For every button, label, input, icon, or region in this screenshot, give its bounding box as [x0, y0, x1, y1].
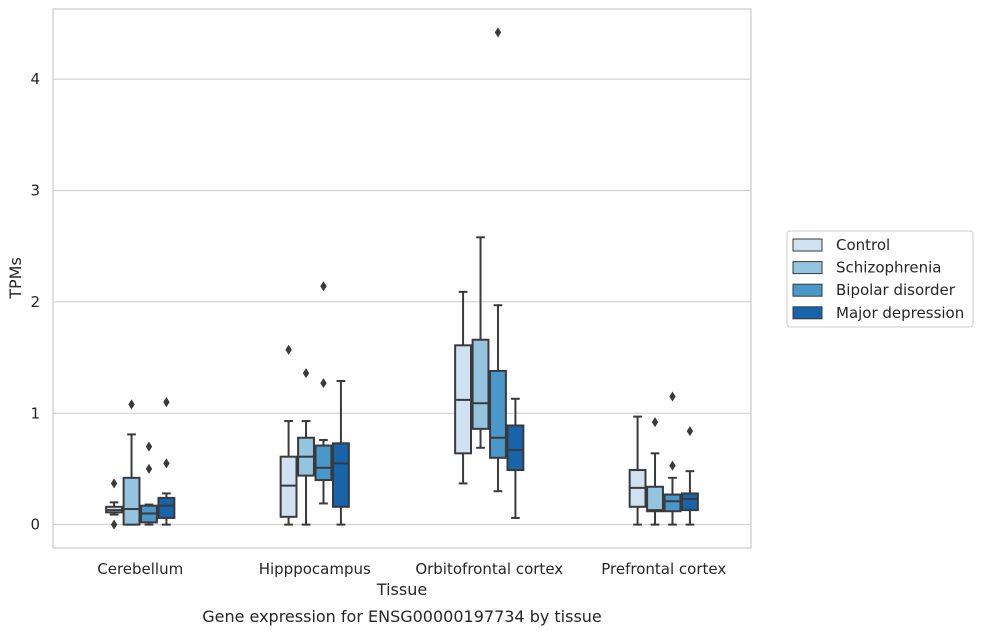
legend-swatch	[792, 261, 823, 275]
legend-item: Major depression	[792, 304, 964, 322]
boxes	[105, 27, 699, 530]
box-iqr	[332, 442, 350, 508]
outlier-point	[302, 368, 310, 379]
box	[297, 368, 315, 526]
box-iqr	[279, 455, 298, 518]
box-iqr	[663, 493, 682, 513]
y-axis-title: TPMs	[6, 257, 25, 300]
box-iqr	[506, 424, 525, 472]
box	[646, 417, 664, 526]
box-iqr	[681, 492, 699, 512]
legend-item: Schizophrenia	[792, 259, 941, 277]
legend-item: Bipolar disorder	[792, 281, 956, 299]
box	[454, 290, 472, 485]
box	[471, 236, 490, 449]
box	[628, 415, 647, 526]
x-axis-title: Tissue	[376, 580, 427, 599]
legend-item: Control	[792, 236, 890, 254]
x-tick-label: Cerebellum	[97, 560, 183, 578]
legend: Control Schizophrenia Bipolar disorder Majo…	[786, 230, 974, 328]
box-iqr	[646, 485, 664, 513]
x-tick-labels: Cerebellum Hipppocampus Orbitofrontal cort…	[97, 560, 726, 578]
legend-swatch	[792, 306, 823, 320]
outlier-point	[320, 378, 327, 389]
outlier-point	[128, 399, 135, 410]
legend-swatch	[792, 283, 823, 297]
y-tick-label: 1	[30, 404, 40, 422]
outlier-point	[163, 458, 170, 469]
x-tick-label: Hipppocampus	[259, 560, 371, 578]
outlier-point	[110, 519, 118, 530]
box	[140, 441, 158, 526]
legend-swatch	[792, 238, 823, 252]
y-tick-label: 3	[30, 182, 40, 200]
y-tick-label: 0	[30, 516, 40, 534]
outlier-point	[494, 27, 502, 38]
box	[489, 27, 507, 493]
x-tick-label: Prefrontal cortex	[601, 560, 726, 578]
box	[122, 399, 141, 526]
outlier-point	[686, 426, 694, 437]
box-iqr	[157, 496, 176, 519]
box	[332, 379, 350, 526]
legend-frame	[786, 230, 974, 328]
box	[681, 426, 699, 526]
legend-label: Major depression	[836, 304, 964, 322]
y-tick-labels: 0 1 2 3 4	[30, 70, 40, 533]
box	[314, 281, 333, 505]
outlier-point	[145, 463, 153, 474]
figure-caption: Gene expression for ENSG00000197734 by t…	[202, 607, 602, 626]
y-tick-label: 4	[30, 70, 40, 88]
box-iqr	[489, 369, 507, 459]
box	[279, 344, 298, 526]
box-iqr	[471, 338, 490, 430]
box	[105, 478, 124, 530]
box	[663, 391, 682, 526]
outlier-point	[651, 417, 659, 428]
outlier-point	[320, 281, 327, 292]
outlier-point	[145, 441, 153, 452]
outlier-point	[163, 397, 170, 408]
legend-label: Control	[836, 236, 890, 254]
legend-label: Schizophrenia	[836, 259, 941, 277]
box-iqr	[122, 476, 141, 526]
plot-area	[52, 8, 752, 549]
box-iqr	[314, 444, 333, 482]
outlier-point	[110, 478, 118, 489]
y-tick-label: 2	[30, 293, 40, 311]
outlier-point	[669, 460, 676, 471]
outlier-point	[285, 344, 292, 355]
outlier-point	[669, 391, 676, 402]
box	[506, 397, 525, 519]
legend-label: Bipolar disorder	[836, 281, 956, 299]
box	[157, 397, 176, 526]
x-tick-label: Orbitofrontal cortex	[415, 560, 563, 578]
